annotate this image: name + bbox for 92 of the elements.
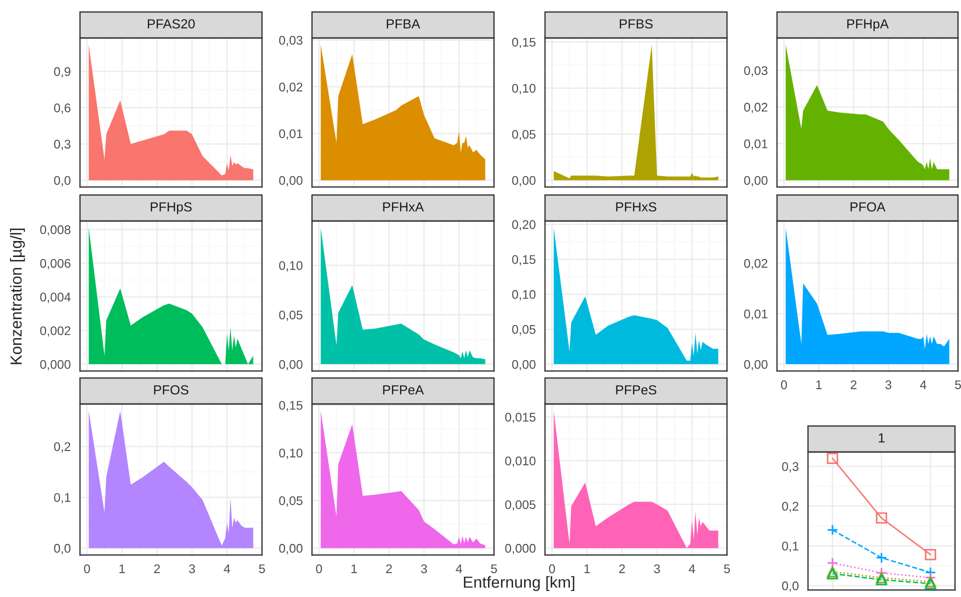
- y-tick-label: 0,05: [512, 130, 536, 140]
- y-tick-label: 0,01: [744, 309, 768, 320]
- chart-title: PFPeA: [383, 385, 424, 395]
- point: [876, 567, 888, 579]
- y-tick-label: 0,004: [40, 292, 71, 303]
- y-tick-label: 0,6: [54, 103, 70, 114]
- y-tick-label: 0,2: [782, 502, 798, 512]
- x-tick-label: 2: [619, 564, 625, 574]
- y-tick-label: 0,3: [782, 462, 798, 472]
- x-tick-label: 2: [850, 380, 856, 390]
- x-tick-label: 3: [654, 564, 660, 574]
- y-tick-label: 0,008: [40, 225, 70, 236]
- chart-title: 1: [878, 433, 885, 442]
- y-tick-label: 0,9: [54, 67, 70, 78]
- x-tick-label: 5: [955, 380, 961, 390]
- chart-title: PFOS: [154, 385, 188, 395]
- x-tick-label: 3: [189, 564, 195, 574]
- y-tick-label: 0,01: [279, 129, 302, 140]
- y-tick-label: 0,2: [54, 442, 70, 453]
- chart-title: PFHxS: [616, 202, 656, 212]
- y-tick-label: 0,05: [279, 496, 302, 507]
- y-tick-label: 0,10: [279, 448, 302, 459]
- y-tick-label: 0,00: [279, 176, 302, 186]
- y-tick-label: 0,20: [512, 220, 536, 230]
- y-tick-label: 0,10: [279, 261, 302, 272]
- chart-title: PFHpA: [847, 19, 889, 32]
- y-tick-label: 0,03: [744, 66, 768, 77]
- x-tick-label: 4: [688, 564, 696, 574]
- y-tick-label: 0,10: [512, 84, 536, 94]
- x-tick-label: 1: [119, 564, 125, 574]
- point: [924, 572, 936, 584]
- x-tick-label: 0: [84, 564, 90, 574]
- chart-title: PFPeS: [616, 385, 656, 395]
- y-tick-label: 0,1: [782, 542, 798, 552]
- chart-title: PFBS: [620, 19, 653, 29]
- y-tick-label: 0,02: [279, 82, 302, 93]
- x-tick-label: 3: [421, 564, 427, 574]
- point: [826, 452, 838, 464]
- y-tick-label: 0,00: [744, 176, 768, 186]
- y-tick-label: 0,00: [279, 360, 302, 370]
- y-tick-label: 0,015: [505, 412, 536, 424]
- y-tick-label: 0,0: [782, 581, 798, 592]
- chart-title: PFHxA: [383, 202, 424, 212]
- x-tick-label: 4: [456, 564, 462, 574]
- x-tick-label: 0: [316, 564, 322, 574]
- y-tick-label: 0,01: [744, 139, 768, 150]
- chart-title: PFHpS: [150, 202, 192, 214]
- y-tick-label: 0,000: [505, 544, 536, 554]
- chart-title: PFAS20: [148, 19, 195, 29]
- x-tick-label: 2: [386, 564, 392, 574]
- y-tick-label: 0,02: [744, 258, 768, 270]
- y-tick-label: 0,10: [512, 290, 536, 300]
- x-tick-label: 4: [224, 564, 230, 574]
- y-tick-label: 0,15: [512, 38, 536, 48]
- x-tick-label: 1: [584, 564, 590, 574]
- point: [876, 512, 888, 524]
- y-tick-label: 0,15: [279, 400, 302, 412]
- x-tick-label: 0: [780, 380, 787, 390]
- chart-title: PFBA: [386, 19, 420, 28]
- chart-title: PFOA: [850, 202, 886, 212]
- y-tick-label: 0,05: [279, 310, 302, 321]
- point: [826, 524, 838, 536]
- y-tick-label: 0,1: [54, 493, 70, 504]
- y-axis-title: Konzentration [µg/l]: [10, 228, 25, 364]
- y-tick-label: 0,02: [744, 102, 768, 114]
- y-tick-label: 0,010: [505, 456, 536, 467]
- y-tick-label: 0,00: [279, 544, 302, 554]
- x-tick-label: 5: [724, 564, 730, 574]
- x-tick-label: 1: [351, 564, 357, 574]
- point: [876, 552, 888, 564]
- y-tick-label: 0,00: [512, 176, 536, 186]
- y-tick-label: 0,00: [512, 360, 536, 370]
- x-tick-label: 3: [885, 380, 892, 390]
- y-tick-label: 0,0: [54, 544, 70, 554]
- x-tick-label: 0: [549, 564, 555, 574]
- y-tick-label: 0,002: [40, 326, 70, 337]
- x-tick-label: 2: [154, 564, 160, 574]
- y-tick-label: 0,05: [512, 325, 536, 336]
- point: [924, 548, 936, 560]
- y-tick-label: 0,03: [279, 36, 302, 46]
- x-tick-label: 1: [816, 380, 822, 390]
- y-tick-label: 0,005: [505, 500, 536, 511]
- x-tick-label: 4: [920, 380, 926, 390]
- y-tick-label: 0,3: [54, 140, 70, 150]
- y-tick-label: 0,00: [744, 360, 768, 370]
- x-axis-title: Entfernung [km]: [464, 576, 574, 591]
- x-tick-label: 5: [491, 564, 497, 574]
- y-tick-label: 0,15: [512, 255, 536, 266]
- y-tick-label: 0,0: [54, 176, 70, 186]
- y-tick-label: 0,000: [40, 360, 70, 370]
- y-tick-label: 0,006: [40, 258, 70, 270]
- x-tick-label: 5: [259, 564, 265, 574]
